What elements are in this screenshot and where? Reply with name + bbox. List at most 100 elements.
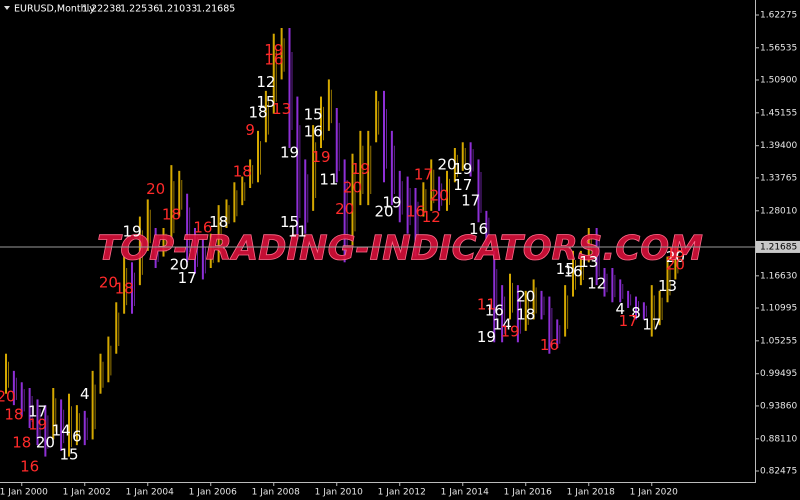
price-bar bbox=[99, 353, 102, 394]
price-bar bbox=[107, 336, 110, 383]
signal-number: 20 bbox=[437, 156, 456, 174]
signal-number: 20 bbox=[99, 273, 118, 291]
price-bar bbox=[83, 410, 86, 446]
signal-number: 20 bbox=[335, 200, 354, 218]
price-bar bbox=[564, 285, 567, 337]
price-bar bbox=[532, 279, 535, 320]
signal-number: 16 bbox=[20, 457, 39, 475]
price-bar bbox=[627, 290, 630, 308]
y-tick-label: 1.05255 bbox=[760, 336, 797, 346]
price-bar bbox=[312, 125, 315, 211]
signal-number: 18 bbox=[248, 104, 267, 122]
price-bar bbox=[201, 239, 204, 280]
price-bar bbox=[68, 393, 70, 457]
signal-number: 19 bbox=[311, 148, 330, 166]
price-bar bbox=[170, 165, 173, 246]
signal-number: 20 bbox=[146, 180, 165, 198]
price-bar bbox=[477, 159, 480, 223]
price-bar bbox=[272, 33, 275, 114]
ohlc-value: 1.22536 bbox=[120, 4, 159, 15]
signal-number: 19 bbox=[382, 193, 401, 211]
signal-number: 15 bbox=[666, 244, 685, 262]
symbol-title: EURUSD,Monthly bbox=[14, 4, 95, 15]
price-bar bbox=[516, 285, 519, 343]
signal-number: 20 bbox=[36, 433, 55, 451]
price-bar bbox=[115, 302, 118, 354]
price-bar bbox=[446, 170, 448, 211]
signal-number: 17 bbox=[28, 403, 47, 421]
signal-number: 11 bbox=[319, 171, 338, 189]
signal-number: 18 bbox=[4, 405, 23, 423]
y-tick-label: 0.93860 bbox=[760, 401, 797, 411]
current-price-label: 1.21685 bbox=[760, 242, 797, 252]
signal-number: 20 bbox=[0, 388, 16, 406]
price-bar bbox=[595, 228, 598, 286]
price-bar bbox=[233, 182, 236, 223]
price-bar bbox=[28, 388, 31, 428]
signal-number: 9 bbox=[245, 121, 255, 139]
signal-number: 12 bbox=[422, 208, 441, 226]
signal-number: 11 bbox=[288, 223, 307, 241]
x-tick-label: 1 Jan 2016 bbox=[504, 488, 552, 498]
y-tick-label: 1.45155 bbox=[760, 108, 797, 118]
price-bar bbox=[186, 193, 189, 263]
price-bar bbox=[36, 399, 39, 446]
y-tick-label: 1.28010 bbox=[760, 206, 797, 216]
current-price-box bbox=[756, 240, 800, 253]
price-bar bbox=[44, 405, 47, 457]
signal-number: 20 bbox=[666, 256, 685, 274]
price-bar bbox=[12, 370, 15, 406]
price-bar bbox=[375, 90, 378, 143]
signal-number: 18 bbox=[12, 433, 31, 451]
signal-number: 15 bbox=[256, 93, 275, 111]
price-bar bbox=[461, 142, 464, 171]
price-bar bbox=[509, 273, 511, 320]
menu-arrow[interactable] bbox=[4, 6, 10, 10]
signal-number: 19 bbox=[280, 144, 299, 162]
ohlc-value: 1.21685 bbox=[196, 4, 235, 15]
price-bar bbox=[390, 130, 393, 206]
price-bar bbox=[131, 262, 133, 314]
signal-number: 19 bbox=[351, 160, 370, 178]
x-tick-label: 1 Jan 2012 bbox=[378, 488, 426, 498]
signal-number: 15 bbox=[556, 260, 575, 278]
price-bar bbox=[327, 79, 330, 131]
price-bar bbox=[304, 159, 307, 234]
price-bar bbox=[194, 228, 196, 274]
price-ticks: 1.62275 1.56535 1.50900 1.45155 1.39400 1.337… bbox=[755, 11, 797, 477]
price-bar bbox=[138, 216, 141, 286]
watermark: TOP-TRADING-INDICATORS.COM bbox=[97, 229, 703, 269]
signal-number: 18 bbox=[115, 280, 134, 298]
signal-number: 16 bbox=[563, 263, 582, 281]
price-bar bbox=[548, 296, 551, 354]
signal-number: 14 bbox=[52, 421, 71, 439]
price-bar bbox=[146, 199, 149, 251]
price-bar bbox=[367, 130, 370, 206]
price-bar bbox=[264, 90, 267, 143]
signal-number: 12 bbox=[587, 275, 606, 293]
signal-number: 13 bbox=[658, 277, 677, 295]
signal-number: 4 bbox=[615, 300, 625, 318]
signal-number: 14 bbox=[493, 316, 512, 334]
signal-number: 19 bbox=[477, 328, 496, 346]
signal-number: 16 bbox=[485, 301, 504, 319]
price-bar bbox=[493, 250, 496, 343]
signal-number: 16 bbox=[193, 219, 212, 237]
price-bar bbox=[288, 28, 291, 148]
x-tick-label: 1 Jan 2000 bbox=[0, 488, 48, 498]
price-bar bbox=[52, 388, 55, 440]
price-bar bbox=[453, 148, 456, 183]
x-tick-label: 1 Jan 2018 bbox=[567, 488, 615, 498]
price-bar bbox=[540, 290, 543, 320]
price-bar bbox=[524, 290, 527, 331]
price-bar bbox=[91, 370, 94, 440]
signal-number: 20 bbox=[343, 179, 362, 197]
price-bar bbox=[335, 108, 338, 183]
price-bar bbox=[414, 188, 417, 257]
signal-number: 16 bbox=[540, 336, 559, 354]
price-bar bbox=[383, 90, 385, 183]
signal-number: 19 bbox=[28, 416, 47, 434]
